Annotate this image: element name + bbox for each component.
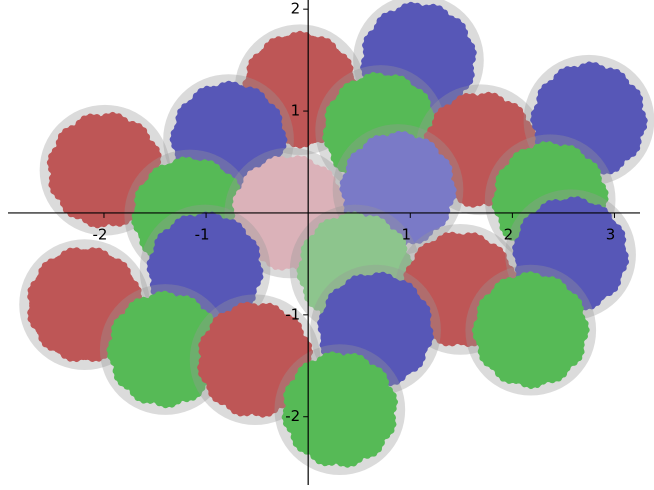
tile-circle: [99, 284, 231, 415]
tile: [106, 290, 224, 409]
x-tick-label: -2: [92, 225, 107, 243]
tile-circle: [274, 344, 406, 475]
tile: [471, 271, 590, 390]
x-tick-label: 2: [504, 225, 514, 243]
y-tick-label: -1: [285, 305, 300, 323]
tile: [281, 351, 399, 468]
y-tick-label: 1: [291, 102, 301, 120]
tile: [46, 111, 164, 229]
tile-circle: [465, 264, 597, 396]
y-tick-label: -2: [285, 407, 300, 425]
x-tick-label: 3: [606, 225, 616, 243]
tile: [197, 301, 314, 418]
tiles: [19, 0, 654, 475]
y-tick-label: 2: [291, 0, 301, 18]
x-tick-label: -1: [195, 225, 210, 243]
axes: -2 -1 1 2 3 -2 -1 1 2: [8, 0, 640, 485]
x-tick-label: 1: [402, 225, 412, 243]
